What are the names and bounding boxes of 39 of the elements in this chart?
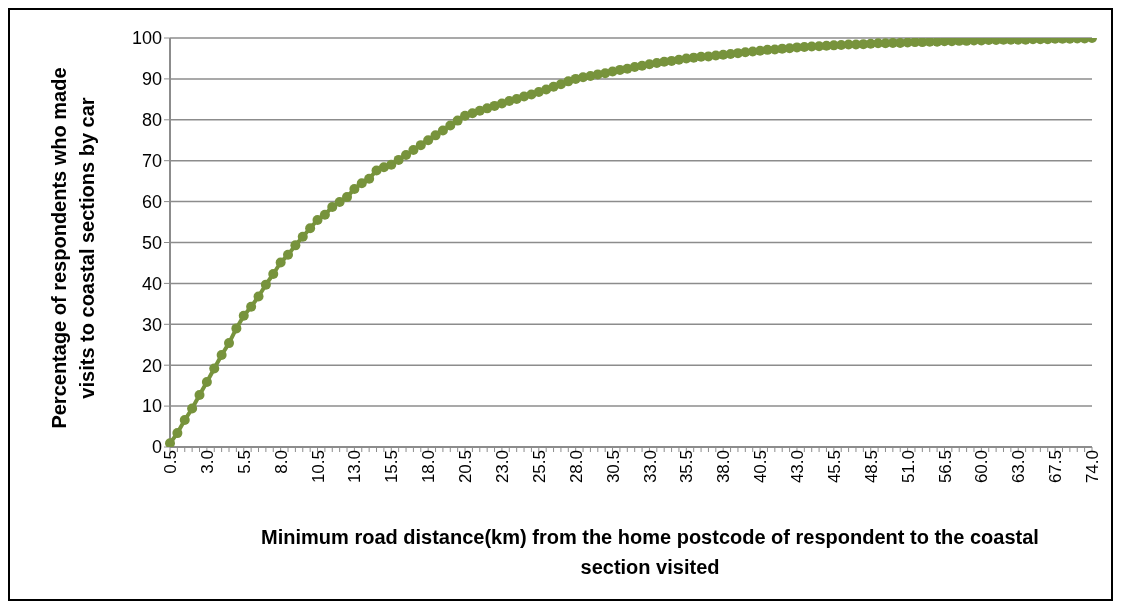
x-tick-label: 20.5: [456, 450, 476, 484]
y-tick-label: 20: [141, 355, 162, 376]
x-tick-label: 43.0: [788, 450, 808, 484]
y-tick-label: 10: [141, 396, 162, 417]
x-tick-label: 10.5: [308, 450, 328, 484]
x-axis-title: Minimum road distance(km) from the home postcode of respondent to the coastal section visited: [260, 525, 1040, 580]
x-tick-label: 56.5: [935, 450, 955, 484]
x-tick-label: 28.0: [566, 450, 586, 484]
y-axis-title: Percentage of respondents who made visits to coastal sections by car: [47, 66, 99, 431]
y-tick-label: 60: [141, 191, 162, 212]
x-tick-label: 63.0: [1009, 450, 1029, 484]
y-tick-label: 30: [141, 314, 162, 335]
y-tick-label: 40: [141, 273, 162, 294]
x-tick-label: 33.0: [640, 450, 660, 484]
x-tick-label: 3.0: [197, 450, 217, 474]
x-tick-label: 13.0: [345, 450, 365, 484]
x-tick-label: 30.5: [603, 450, 623, 484]
x-tick-label: 60.0: [972, 450, 992, 484]
x-tick-label: 51.0: [898, 450, 918, 484]
x-tick-label: 45.5: [824, 450, 844, 484]
x-tick-label: 67.5: [1046, 450, 1066, 484]
y-tick-label: 0: [151, 437, 162, 458]
x-tick-label: 23.0: [492, 450, 512, 484]
x-tick-label: 8.0: [271, 450, 291, 474]
x-tick-label: 48.5: [861, 450, 881, 484]
x-tick-label: 35.5: [677, 450, 697, 484]
x-tick-label: 74.0: [1083, 450, 1103, 484]
y-tick-label: 50: [141, 232, 162, 253]
x-tick-label: 40.5: [751, 450, 771, 484]
y-tick-label: 90: [141, 69, 162, 90]
y-tick-label: 80: [141, 110, 162, 131]
y-tick-label: 70: [141, 151, 162, 172]
x-tick-label: 15.5: [382, 450, 402, 484]
y-tick-label: 100: [131, 28, 162, 49]
x-tick-label: 25.5: [529, 450, 549, 484]
x-tick-label: 5.5: [234, 450, 254, 474]
x-tick-label: 18.0: [419, 450, 439, 484]
x-tick-label: 0.5: [161, 450, 181, 474]
x-tick-label: 38.0: [714, 450, 734, 484]
